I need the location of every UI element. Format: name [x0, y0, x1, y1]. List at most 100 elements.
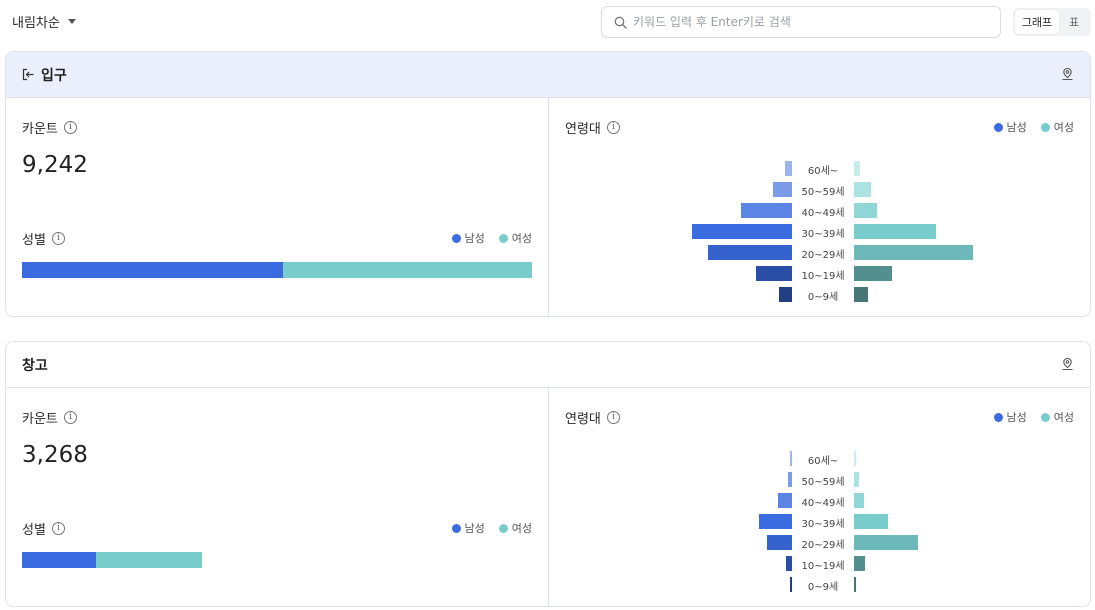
- gender-bar-female: [95, 552, 202, 568]
- age-legend: 남성 여성: [993, 409, 1074, 425]
- card-title: 창고: [22, 357, 48, 374]
- legend-female-label: 여성: [1053, 121, 1074, 134]
- age-bar-male: [789, 451, 792, 466]
- gender-ratio-bar: [22, 552, 532, 568]
- toolbar: 내림차순 그래프 표: [0, 0, 1095, 44]
- legend-male-label: 남성: [1006, 121, 1027, 134]
- age-group-label: 0~9세: [807, 292, 839, 303]
- age-bar-male: [767, 535, 792, 550]
- zone-card-entrance: 입구 카운트 i 9,242 성별 i 남성 여성: [5, 51, 1091, 317]
- card-header: 입구: [6, 52, 1090, 98]
- view-toggle: 그래프 표: [1013, 8, 1091, 36]
- search-input[interactable]: [633, 15, 993, 29]
- legend-female-label: 여성: [1053, 411, 1074, 424]
- age-group-label: 30~39세: [801, 519, 845, 530]
- gender-bar-male: [22, 552, 96, 568]
- gender-bar-male: [22, 262, 284, 278]
- legend-male-dot: [993, 412, 1003, 422]
- search-icon: [614, 16, 627, 29]
- age-bar-female: [854, 535, 918, 550]
- age-bar-male: [692, 224, 792, 239]
- info-icon[interactable]: i: [63, 411, 77, 424]
- age-group-label: 50~59세: [801, 187, 845, 198]
- legend-male-dot: [451, 233, 461, 243]
- search-box[interactable]: [601, 6, 1001, 38]
- age-bar-female: [854, 514, 888, 529]
- entrance-icon: [22, 68, 34, 81]
- age-bar-female: [854, 577, 856, 592]
- gender-bar-female: [283, 262, 532, 278]
- age-bar-male: [778, 493, 792, 508]
- sort-label: 내림차순: [12, 16, 60, 31]
- legend-female-label: 여성: [511, 522, 532, 535]
- age-bar-female: [854, 245, 973, 260]
- age-label: 연령대: [565, 412, 601, 427]
- age-bar-female: [854, 287, 868, 302]
- age-bar-male: [779, 287, 792, 302]
- age-bar-female: [854, 161, 860, 176]
- legend-male-label: 남성: [464, 232, 485, 245]
- age-group-label: 40~49세: [801, 498, 845, 509]
- location-pin-icon[interactable]: [1061, 357, 1074, 371]
- age-bar-male: [788, 472, 792, 487]
- info-icon[interactable]: i: [51, 522, 65, 535]
- info-icon[interactable]: i: [51, 232, 65, 245]
- age-bar-male: [708, 245, 792, 260]
- gender-ratio-bar: [22, 262, 532, 278]
- view-graph-button[interactable]: 그래프: [1015, 10, 1059, 34]
- age-group-label: 20~29세: [801, 250, 845, 261]
- gender-legend: 남성 여성: [451, 520, 532, 536]
- age-group-label: 30~39세: [801, 229, 845, 240]
- age-bar-female: [854, 493, 864, 508]
- count-value: 9,242: [22, 152, 88, 178]
- age-bar-male: [741, 203, 792, 218]
- age-bar-female: [854, 224, 936, 239]
- age-legend: 남성 여성: [993, 119, 1074, 135]
- legend-male-label: 남성: [1006, 411, 1027, 424]
- card-title: 입구: [41, 67, 67, 84]
- gender-label: 성별: [22, 523, 46, 538]
- age-group-label: 60세~: [807, 456, 839, 467]
- view-table-button[interactable]: 표: [1068, 16, 1080, 29]
- legend-male-dot: [451, 523, 461, 533]
- age-group-label: 10~19세: [801, 561, 845, 572]
- legend-female-dot: [1040, 412, 1050, 422]
- age-group-label: 50~59세: [801, 477, 845, 488]
- count-label: 카운트: [22, 122, 58, 137]
- age-bar-male: [790, 577, 792, 592]
- legend-female-dot: [1040, 122, 1050, 132]
- age-group-label: 0~9세: [807, 582, 839, 593]
- age-bar-female: [854, 472, 859, 487]
- legend-female-dot: [498, 523, 508, 533]
- gender-label: 성별: [22, 233, 46, 248]
- legend-female-dot: [498, 233, 508, 243]
- location-pin-icon[interactable]: [1061, 67, 1074, 81]
- chevron-down-icon: [67, 19, 76, 24]
- info-icon[interactable]: i: [606, 411, 620, 424]
- age-bar-female: [854, 182, 871, 197]
- legend-female-label: 여성: [511, 232, 532, 245]
- info-icon[interactable]: i: [606, 121, 620, 134]
- age-bar-female: [854, 266, 892, 281]
- count-value: 3,268: [22, 442, 88, 468]
- gender-legend: 남성 여성: [451, 230, 532, 246]
- age-bar-male: [785, 161, 792, 176]
- age-bar-female: [854, 556, 865, 571]
- age-bar-male: [785, 556, 792, 571]
- age-bar-male: [756, 266, 792, 281]
- card-header: 창고: [6, 342, 1090, 388]
- age-group-label: 10~19세: [801, 271, 845, 282]
- legend-male-dot: [993, 122, 1003, 132]
- count-label: 카운트: [22, 412, 58, 427]
- sort-dropdown[interactable]: 내림차순: [12, 12, 76, 31]
- info-icon[interactable]: i: [63, 121, 77, 134]
- age-group-label: 20~29세: [801, 540, 845, 551]
- age-bar-male: [773, 182, 792, 197]
- age-group-label: 60세~: [807, 166, 839, 177]
- age-bar-male: [759, 514, 792, 529]
- legend-male-label: 남성: [464, 522, 485, 535]
- age-group-label: 40~49세: [801, 208, 845, 219]
- age-bar-female: [854, 451, 856, 466]
- age-bar-female: [854, 203, 877, 218]
- zone-card-warehouse: 창고 카운트 i 3,268 성별 i 남성 여성: [5, 341, 1091, 607]
